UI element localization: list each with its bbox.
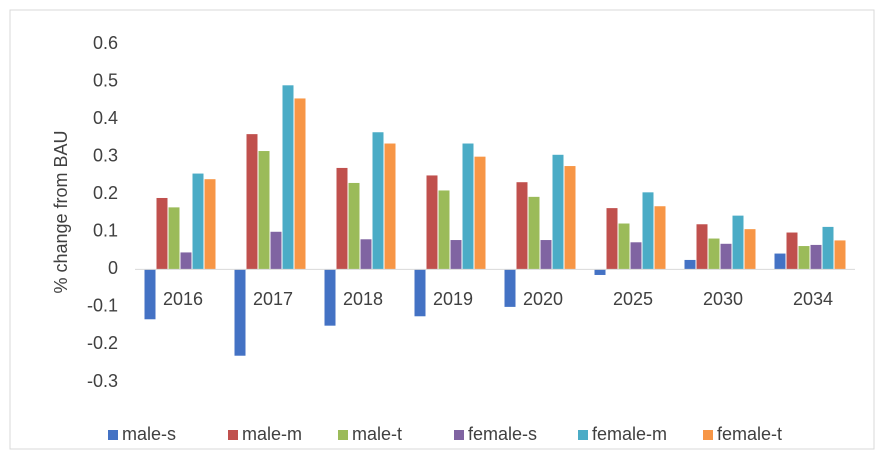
y-tick-label: 0.1 bbox=[93, 221, 118, 241]
x-tick-label: 2025 bbox=[613, 289, 653, 309]
bar bbox=[528, 196, 540, 270]
bar bbox=[834, 240, 846, 270]
bar bbox=[156, 197, 168, 270]
x-tick-label: 2018 bbox=[343, 289, 383, 309]
y-tick-label: -0.3 bbox=[87, 371, 118, 391]
bar bbox=[384, 143, 396, 270]
legend-swatch bbox=[454, 430, 464, 440]
bar bbox=[324, 269, 336, 326]
x-tick-label: 2016 bbox=[163, 289, 203, 309]
bar bbox=[504, 269, 516, 307]
y-tick-label: -0.2 bbox=[87, 333, 118, 353]
bar bbox=[708, 238, 720, 270]
bar bbox=[336, 167, 348, 270]
x-tick-label: 2017 bbox=[253, 289, 293, 309]
bar bbox=[270, 231, 282, 270]
legend-label: male-m bbox=[242, 424, 302, 444]
bar bbox=[282, 85, 294, 270]
bar bbox=[564, 166, 576, 270]
bar bbox=[144, 269, 156, 320]
bar bbox=[732, 215, 744, 270]
bar bbox=[618, 223, 630, 270]
x-tick-label: 2034 bbox=[793, 289, 833, 309]
y-tick-label: 0.3 bbox=[93, 145, 118, 165]
bar bbox=[516, 182, 528, 270]
bar bbox=[798, 246, 810, 270]
bar bbox=[810, 244, 822, 270]
x-tick-label: 2019 bbox=[433, 289, 473, 309]
y-tick-label: 0.6 bbox=[93, 33, 118, 53]
legend-label: female-t bbox=[717, 424, 782, 444]
bar bbox=[246, 134, 258, 270]
bar bbox=[684, 259, 696, 270]
legend-label: male-s bbox=[122, 424, 176, 444]
bar bbox=[204, 179, 216, 270]
legend-label: male-t bbox=[352, 424, 402, 444]
bar bbox=[642, 192, 654, 270]
x-tick-label: 2030 bbox=[703, 289, 743, 309]
bar bbox=[696, 224, 708, 270]
bar bbox=[786, 232, 798, 270]
bar bbox=[540, 240, 552, 270]
legend-swatch bbox=[703, 430, 713, 440]
bar bbox=[594, 269, 606, 275]
bar bbox=[630, 242, 642, 270]
bar bbox=[426, 175, 438, 270]
legend-swatch bbox=[338, 430, 348, 440]
bar bbox=[822, 226, 834, 270]
bar bbox=[234, 269, 246, 356]
bar bbox=[450, 240, 462, 270]
bar bbox=[348, 182, 360, 270]
legend-swatch bbox=[578, 430, 588, 440]
bar bbox=[372, 132, 384, 270]
y-axis-label: % change from BAU bbox=[51, 130, 71, 293]
bar bbox=[474, 156, 486, 270]
y-tick-label: 0.2 bbox=[93, 183, 118, 203]
bar bbox=[258, 151, 270, 270]
bar bbox=[192, 173, 204, 270]
bar bbox=[294, 98, 306, 270]
bar bbox=[720, 243, 732, 270]
y-tick-label: 0.5 bbox=[93, 70, 118, 90]
bar bbox=[360, 239, 372, 270]
legend-label: female-s bbox=[468, 424, 537, 444]
bar bbox=[654, 206, 666, 270]
bar bbox=[168, 207, 180, 270]
y-tick-label: 0 bbox=[108, 258, 118, 278]
bar bbox=[744, 229, 756, 270]
bar bbox=[414, 269, 426, 317]
bar bbox=[606, 208, 618, 270]
legend-swatch bbox=[108, 430, 118, 440]
x-tick-label: 2020 bbox=[523, 289, 563, 309]
bar bbox=[552, 154, 564, 270]
bar bbox=[774, 253, 786, 270]
y-tick-label: -0.1 bbox=[87, 296, 118, 316]
legend-swatch bbox=[228, 430, 238, 440]
bar bbox=[462, 143, 474, 270]
y-tick-label: 0.4 bbox=[93, 108, 118, 128]
bar bbox=[438, 190, 450, 270]
legend-label: female-m bbox=[592, 424, 667, 444]
bar bbox=[180, 252, 192, 270]
